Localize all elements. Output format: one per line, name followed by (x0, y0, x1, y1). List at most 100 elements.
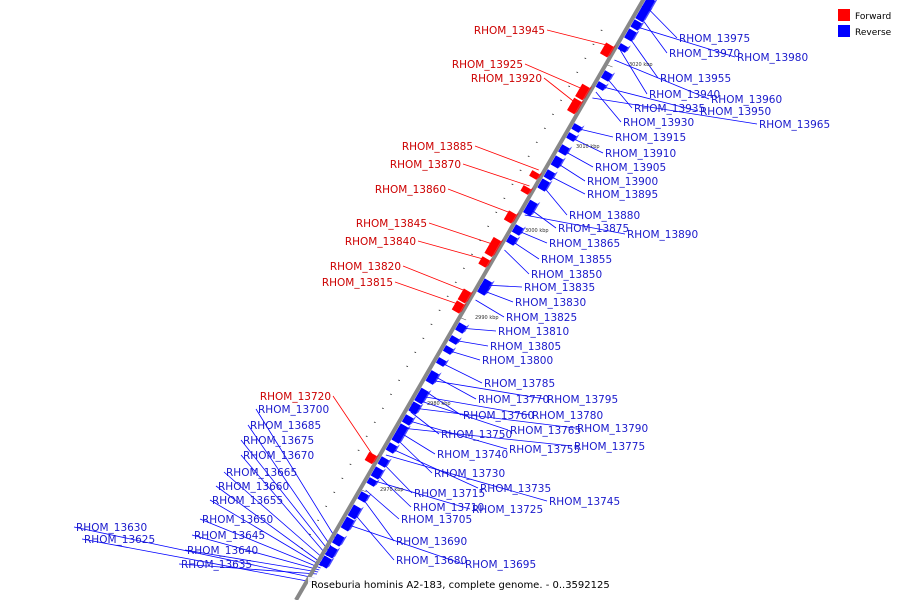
leader-line (209, 499, 322, 567)
leader-line (401, 427, 573, 447)
reverse-gene-label: RHOM_13675 (243, 435, 314, 447)
gene-glyph-face (607, 44, 617, 58)
tick-dot (527, 155, 530, 157)
gene-glyph-face (648, 0, 658, 12)
tick-dot (406, 365, 409, 367)
gene-glyph-face (484, 286, 492, 296)
leader-line (410, 411, 440, 435)
legend-forward-label: Forward (855, 12, 891, 22)
reverse-gene-label: RHOM_13780 (532, 410, 603, 422)
reverse-gene-label: RHOM_13715 (414, 488, 485, 500)
gene-glyph-face (513, 236, 521, 246)
leader-line (215, 485, 324, 565)
caption-background (308, 577, 598, 591)
gene-glyph (331, 533, 345, 547)
gene-glyph-face (527, 187, 534, 195)
gene-glyph-face (409, 416, 417, 426)
gene-glyph (635, 5, 650, 23)
leader-line (417, 399, 509, 431)
reverse-gene-label: RHOM_13935 (634, 103, 705, 115)
forward-gene-label: RHOM_13885 (402, 141, 473, 153)
reverse-gene-label: RHOM_13890 (627, 229, 698, 241)
reverse-gene-label: RHOM_13875 (558, 223, 629, 235)
tick-dot (479, 239, 482, 241)
gene-glyph-face (565, 146, 573, 156)
leader-line (547, 174, 586, 195)
gene-glyph-face (398, 434, 406, 444)
gene-glyph (571, 123, 582, 133)
tick-dot (414, 351, 417, 353)
gene-glyph-face (435, 372, 442, 380)
reverse-gene-label: RHOM_13645 (194, 530, 265, 542)
leader-line (627, 35, 659, 79)
reverse-gene-label: RHOM_13640 (187, 545, 258, 557)
reverse-gene-label: RHOM_13765 (510, 425, 581, 437)
gene-glyph-face (582, 85, 593, 101)
gene-glyph-face (443, 359, 450, 367)
reverse-gene-label: RHOM_13755 (509, 444, 580, 456)
reverse-gene-label: RHOM_13855 (541, 254, 612, 266)
leader-line (504, 249, 530, 275)
gene-glyph-face (462, 324, 470, 334)
leader-line (345, 523, 464, 565)
tick-dot (317, 519, 320, 521)
gene-glyph-face (464, 290, 474, 304)
reverse-gene-label: RHOM_13705 (401, 514, 472, 526)
legend-reverse-swatch (838, 25, 850, 37)
gene-glyph-face (455, 337, 462, 345)
reverse-gene-label: RHOM_13625 (84, 534, 155, 546)
tick-dot (471, 253, 473, 255)
reverse-gene-label: RHOM_13630 (76, 522, 147, 534)
leader-line (543, 77, 578, 105)
tick-dot (592, 43, 595, 45)
gene-glyph-face (637, 21, 645, 31)
legend-reverse-label: Reverse (855, 28, 892, 38)
leader-line (255, 408, 338, 541)
reverse-gene-label: RHOM_13865 (549, 238, 620, 250)
gene-glyph-face (530, 201, 541, 217)
gene-glyph-face (384, 458, 392, 468)
leader-line (371, 479, 471, 510)
tick-dot (300, 547, 303, 549)
reverse-gene-label: RHOM_13775 (574, 441, 645, 453)
gene-glyph-face (519, 226, 527, 236)
gene-glyph (550, 155, 564, 169)
reverse-gene-label: RHOM_13730 (434, 468, 505, 480)
gene-glyph-face (608, 72, 616, 82)
tick-dot (552, 113, 554, 115)
gene-glyph-face (392, 444, 400, 454)
leader-line (375, 472, 412, 508)
leader-line (240, 439, 331, 553)
gene-glyph (522, 199, 538, 217)
gene-glyph (478, 256, 490, 268)
reverse-gene-label: RHOM_13735 (480, 483, 551, 495)
leader-line (394, 281, 461, 306)
gene-glyph (357, 491, 369, 503)
gene-glyph (537, 178, 550, 192)
gene-glyph-face (339, 535, 348, 547)
gene-glyph (324, 545, 338, 559)
forward-gene-label: RHOM_13845 (356, 218, 427, 230)
gene-glyph (520, 185, 531, 195)
gene-glyph-face (377, 468, 386, 480)
reverse-gene-label: RHOM_13850 (531, 269, 602, 281)
gene-glyph (385, 442, 398, 454)
tick-mark (607, 64, 613, 68)
reverse-gene-label: RHOM_13980 (737, 52, 808, 64)
reverse-gene-label: RHOM_13950 (700, 106, 771, 118)
tick-dot (341, 477, 344, 479)
reverse-gene-label: RHOM_13955 (660, 73, 731, 85)
leader-line (199, 518, 321, 569)
backbone-line (294, 0, 646, 600)
tick-label: 3000 kbp (525, 228, 549, 234)
leader-line (524, 214, 626, 235)
leader-line (191, 534, 320, 571)
reverse-gene-label: RHOM_13800 (482, 355, 553, 367)
tick-dot (390, 393, 392, 395)
gene-glyph-face (347, 518, 357, 532)
leader-line (619, 49, 648, 95)
reverse-gene-label: RHOM_13700 (258, 404, 329, 416)
tick-dot (454, 281, 457, 283)
gene-glyph-face (354, 506, 364, 520)
tick-dot (381, 407, 384, 409)
